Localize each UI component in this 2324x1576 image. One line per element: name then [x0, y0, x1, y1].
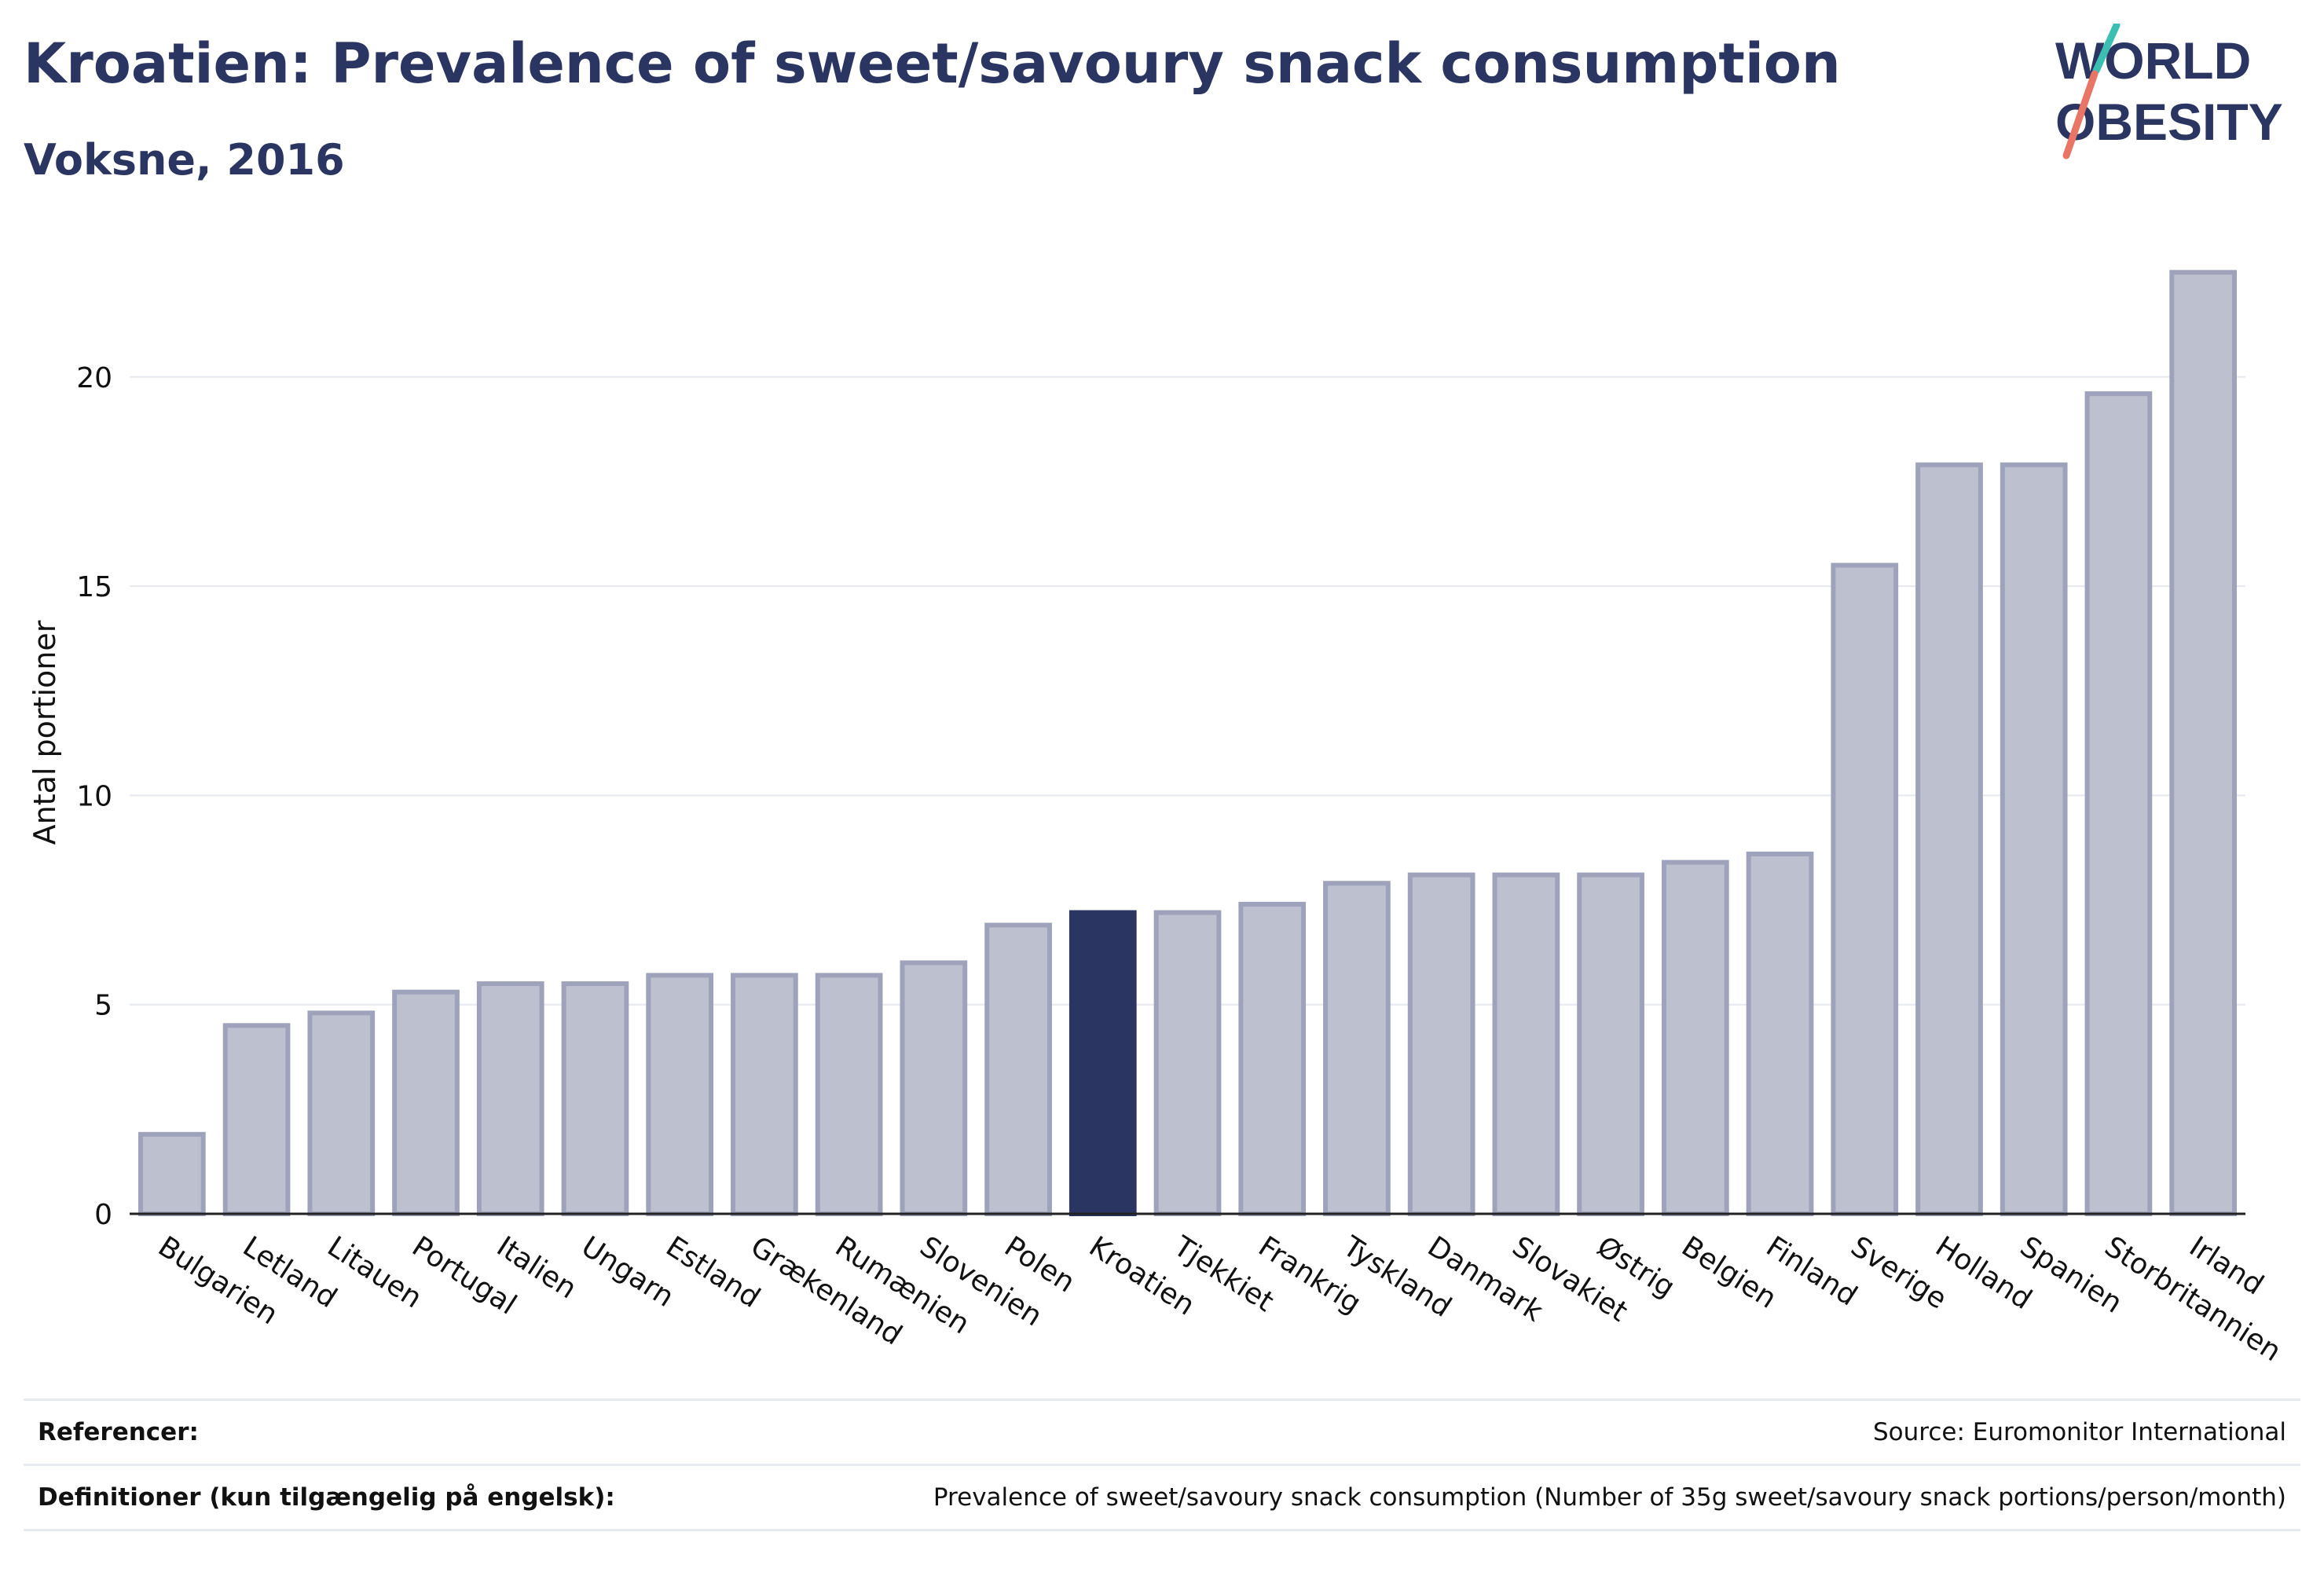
x-tick-label: Belgien	[1676, 1230, 1782, 1315]
bar-estland	[646, 973, 714, 1217]
bar-storbritannien	[2084, 391, 2153, 1217]
world-obesity-logo: WORLD OBESITY	[2055, 24, 2283, 159]
y-axis-label: Antal portioner	[27, 620, 62, 845]
y-tick-label: 10	[76, 780, 112, 812]
chart-title: Kroatien: Prevalence of sweet/savoury sn…	[24, 31, 1841, 96]
definitions-row: Definitioner (kun tilgængelig på engelsk…	[24, 1464, 2300, 1531]
references-value: Source: Euromonitor International	[1872, 1418, 2286, 1446]
y-tick-label: 0	[94, 1199, 112, 1231]
bar-litauen	[307, 1010, 376, 1216]
bar-kroatien	[1069, 910, 1137, 1216]
bar-holland	[1915, 462, 1983, 1216]
bar-tyskland	[1323, 881, 1391, 1216]
bar-danmark	[1407, 872, 1475, 1216]
definitions-value: Prevalence of sweet/savoury snack consum…	[933, 1483, 2286, 1512]
x-tick-label: Ungarn	[576, 1230, 680, 1314]
references-row: Referencer: Source: Euromonitor Internat…	[24, 1398, 2300, 1464]
bar-finland	[1746, 851, 1814, 1217]
bar-chart: 0 5 10 15 20 BulgarienLetlandLitauenPortugal…	[27, 269, 2286, 1369]
footer: Referencer: Source: Euromonitor Internat…	[24, 1398, 2300, 1531]
y-tick-label: 20	[76, 362, 112, 394]
x-tick-label: Estland	[660, 1230, 765, 1314]
y-tick-label: 15	[76, 571, 112, 603]
bar-slovenien	[900, 960, 968, 1217]
bar-frankrig	[1238, 901, 1307, 1216]
bar-italien	[476, 981, 544, 1216]
x-axis-labels: BulgarienLetlandLitauenPortugalItalienUn…	[152, 1230, 2286, 1369]
bar-slovakiet	[1492, 872, 1560, 1216]
bar-bulgarien	[138, 1131, 206, 1216]
bar-ungarn	[561, 981, 629, 1216]
logo-line1: WORLD	[2055, 31, 2251, 90]
x-tick-label: Finland	[1761, 1230, 1863, 1312]
x-tick-label: Litauen	[321, 1230, 427, 1314]
y-axis-ticks: 0 5 10 15 20	[76, 362, 112, 1231]
bar-letland	[222, 1023, 291, 1216]
bar-polen	[984, 922, 1052, 1216]
bar-østrig	[1577, 872, 1644, 1216]
bar-irland	[2169, 269, 2237, 1216]
logo-line2: OBESITY	[2055, 93, 2283, 151]
y-tick-label: 5	[94, 990, 112, 1022]
bar-spanien	[2000, 462, 2068, 1216]
bar-tjekkiet	[1153, 910, 1222, 1216]
references-label: Referencer:	[38, 1418, 199, 1446]
x-tick-label: Holland	[1930, 1230, 2037, 1316]
x-tick-label: Sverige	[1845, 1230, 1952, 1316]
bar-grækenland	[731, 973, 798, 1217]
bar-sverige	[1831, 563, 1899, 1216]
bar-portugal	[392, 989, 460, 1217]
bar-belgien	[1661, 859, 1729, 1216]
chart-subtitle: Voksne, 2016	[24, 135, 345, 185]
bar-rumænien	[815, 973, 883, 1217]
bars	[138, 269, 2237, 1217]
definitions-label: Definitioner (kun tilgængelig på engelsk…	[38, 1483, 615, 1512]
